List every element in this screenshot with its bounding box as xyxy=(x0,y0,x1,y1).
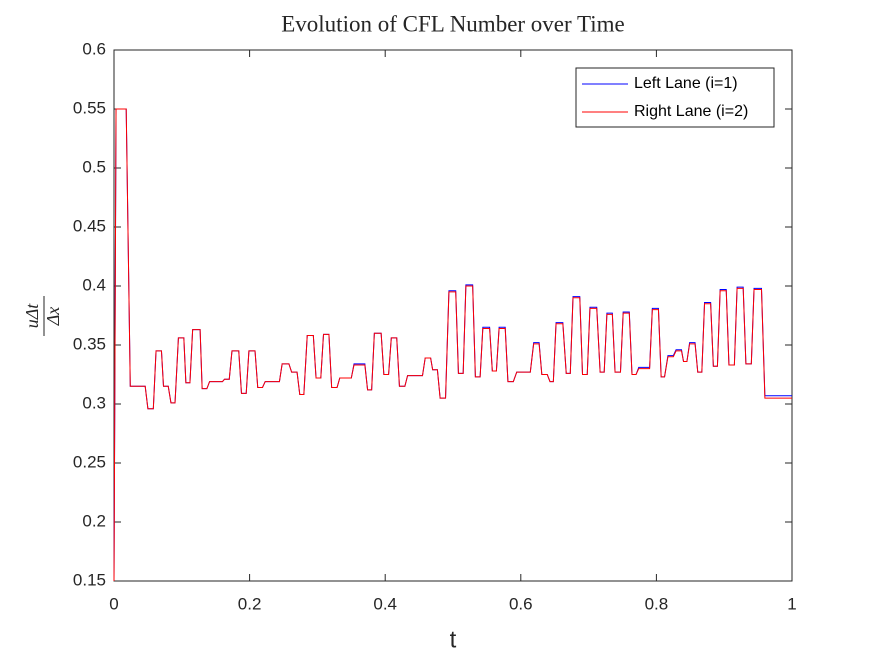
x-tick-label: 0.2 xyxy=(238,594,262,613)
x-tick-label: 0.4 xyxy=(373,594,397,613)
y-tick-label: 0.35 xyxy=(73,334,106,353)
y-axis-label: uΔt Δx xyxy=(22,296,63,336)
x-axis-label: t xyxy=(450,626,457,653)
x-tick-label: 0.8 xyxy=(645,594,669,613)
y-tick-label: 0.3 xyxy=(82,393,106,412)
legend-label: Right Lane (i=2) xyxy=(634,103,748,120)
y-tick-label: 0.55 xyxy=(73,98,106,117)
y-tick-label: 0.4 xyxy=(82,275,106,294)
y-tick-label: 0.2 xyxy=(82,511,106,530)
y-label-numerator: uΔt xyxy=(22,303,42,329)
x-tick-label: 0.6 xyxy=(509,594,533,613)
y-tick-label: 0.15 xyxy=(73,570,106,589)
legend: Left Lane (i=1) Right Lane (i=2) xyxy=(575,67,775,128)
x-tick-label: 1 xyxy=(787,594,796,613)
legend-label: Left Lane (i=1) xyxy=(634,75,738,92)
y-tick-label: 0.5 xyxy=(82,157,106,176)
y-tick-label: 0.6 xyxy=(82,39,106,58)
y-label-denominator: Δx xyxy=(43,307,63,327)
series-line xyxy=(113,108,792,582)
legend-box xyxy=(575,67,775,128)
plot-area xyxy=(113,49,793,582)
y-tick-label: 0.25 xyxy=(73,452,106,471)
chart-title: Evolution of CFL Number over Time xyxy=(281,11,625,36)
x-tick-label: 0 xyxy=(109,594,118,613)
y-tick-label: 0.45 xyxy=(73,216,106,235)
